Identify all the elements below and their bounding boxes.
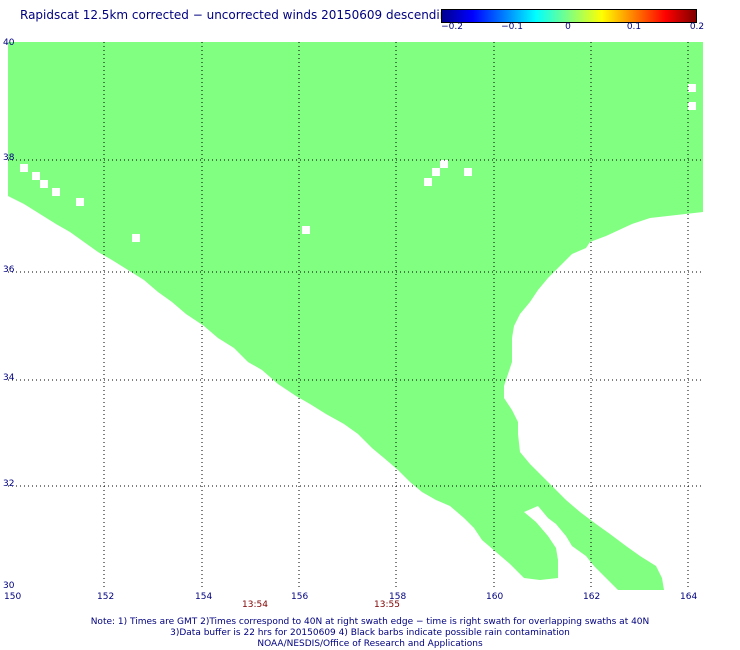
x-tick-160: 160 xyxy=(486,592,504,602)
lat-lon-grid xyxy=(8,42,703,590)
y-tick-34: 34 xyxy=(3,373,15,383)
missing-data-cells xyxy=(20,84,696,242)
time-label-2: 13:55 xyxy=(374,600,400,610)
x-tick-164: 164 xyxy=(680,592,698,602)
colorbar-label-zero: 0 xyxy=(565,22,571,32)
x-tick-156: 156 xyxy=(291,592,309,602)
colorbar-label-pos: 0.1 xyxy=(626,22,642,32)
x-tick-152: 152 xyxy=(97,592,115,602)
x-tick-158: 158 xyxy=(389,592,407,602)
swath-region xyxy=(8,42,703,590)
y-tick-36: 36 xyxy=(3,265,15,275)
colorbar-label-neg: −0.1 xyxy=(501,22,523,32)
map-title: Rapidscat 12.5km corrected − uncorrected… xyxy=(20,8,455,22)
colorbar-label-max: 0.2 xyxy=(689,22,705,32)
colorbar-label-min: −0.2 xyxy=(441,22,463,32)
x-tick-154: 154 xyxy=(195,592,213,602)
note-line-3: NOAA/NESDIS/Office of Research and Appli… xyxy=(257,639,483,649)
x-tick-150: 150 xyxy=(4,592,22,602)
note-line-1: Note: 1) Times are GMT 2)Times correspon… xyxy=(90,617,650,627)
y-tick-32: 32 xyxy=(3,479,15,489)
color-scale-bar xyxy=(441,9,697,23)
x-tick-162: 162 xyxy=(583,592,601,602)
note-line-2: 3)Data buffer is 22 hrs for 20150609 4) … xyxy=(170,628,570,638)
y-tick-30: 30 xyxy=(3,581,15,591)
y-tick-40: 40 xyxy=(3,38,15,48)
y-tick-38: 38 xyxy=(3,153,15,163)
time-label-1: 13:54 xyxy=(242,600,268,610)
